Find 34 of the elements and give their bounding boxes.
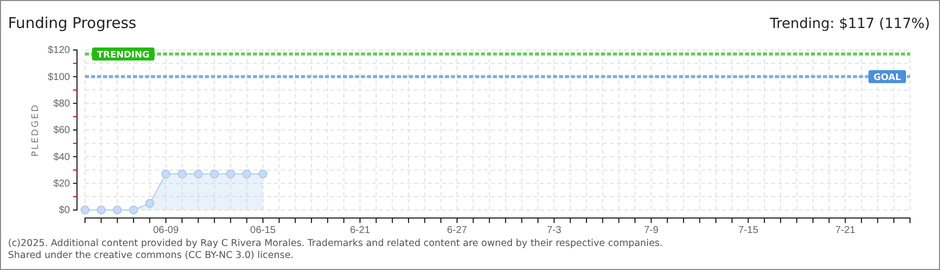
point <box>145 198 154 208</box>
chart-subtitle: Trending: $117 (117%) <box>768 16 930 32</box>
x-tick-label: 06-09 <box>153 225 180 236</box>
point <box>210 170 219 178</box>
y-tick-label: $40 <box>53 152 70 163</box>
point <box>242 170 252 178</box>
point <box>80 206 90 214</box>
ref-line-label: TRENDING <box>97 50 150 60</box>
y-tick-label: $80 <box>53 98 70 110</box>
x-tick-label: 7-9 <box>644 225 659 236</box>
x-tick-label: 7-15 <box>738 225 759 236</box>
point <box>112 206 122 214</box>
x-tick-label: 6-21 <box>350 225 370 236</box>
point <box>178 170 187 178</box>
point <box>96 206 106 214</box>
text: Shared under the creative commons (CC BY-NC 3.0) license. <box>8 250 294 261</box>
point <box>258 170 268 178</box>
chart-title: Funding Progress <box>8 14 137 32</box>
point <box>226 170 236 178</box>
x-tick-label: 6-27 <box>447 225 468 236</box>
ref-line-label: GOAL <box>874 73 902 84</box>
x-tick-label: 7-21 <box>835 225 856 236</box>
point <box>194 170 203 178</box>
y-tick-label: $100 <box>48 72 70 83</box>
text: (c)2025. Additional content provided by Ray C Rivera Morales. Trademarks and related content are owned by their respective companies. <box>8 238 663 249</box>
x-tick-label: 06-15 <box>250 225 276 236</box>
point <box>129 206 138 214</box>
y-tick-label: $0 <box>58 205 70 216</box>
y-tick-label: $120 <box>48 45 70 56</box>
y-tick-label: $60 <box>53 125 70 136</box>
x-tick-label: 7-3 <box>546 225 562 236</box>
y-tick-label: $20 <box>53 178 70 190</box>
y-axis-title: PLEDGED <box>31 103 41 157</box>
point <box>161 170 170 178</box>
